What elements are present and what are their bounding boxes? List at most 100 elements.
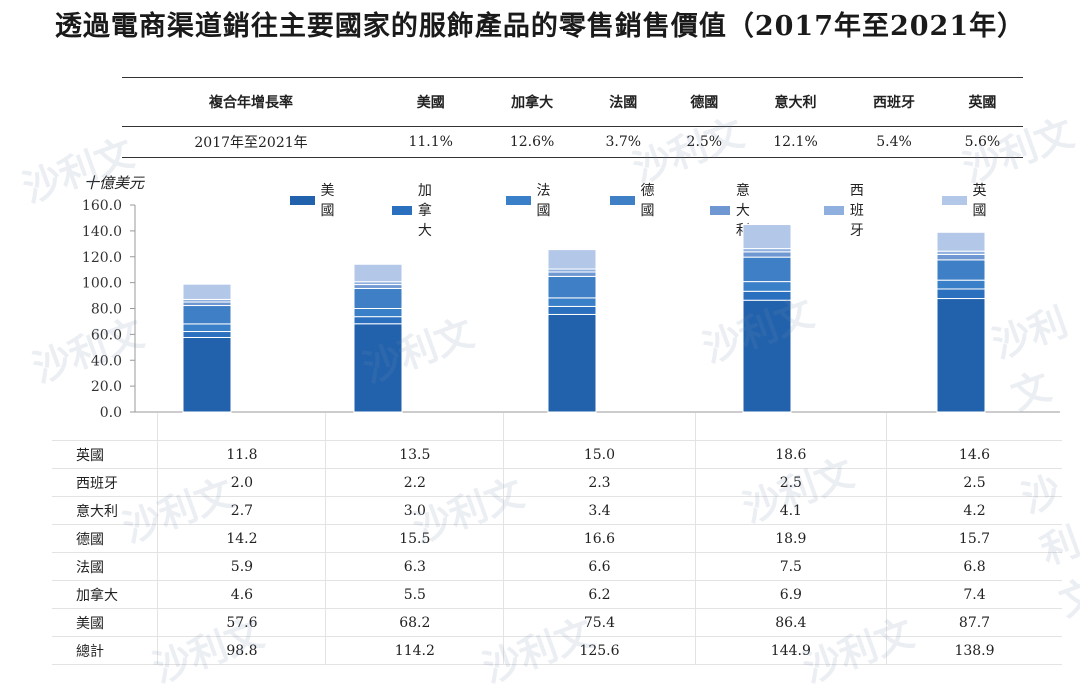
cagr-value-cell: 2017年至2021年 [122, 126, 381, 158]
bar-segment [936, 288, 986, 300]
table-cell: 68.2 [325, 608, 505, 637]
spacer-cell [503, 413, 696, 441]
y-tick-label: 80.0 [91, 302, 122, 318]
table-cell: 11.8 [157, 440, 327, 469]
table-cell: 7.4 [886, 580, 1062, 609]
cagr-header-cell: 法國 [582, 77, 664, 127]
cagr-header-cell: 英國 [941, 77, 1023, 127]
table-cell: 2.7 [157, 496, 327, 525]
row-label: 英國 [52, 440, 159, 469]
legend-label: 西班牙 [849, 183, 864, 239]
table-cell: 14.2 [157, 524, 327, 553]
cagr-header-cell: 意大利 [744, 77, 847, 127]
table-cell: 18.6 [695, 440, 888, 469]
cagr-value-cell: 3.7% [582, 126, 664, 158]
table-row: 美國 57.6 68.2 75.4 86.4 87.7 [52, 608, 1062, 637]
table-cell: 86.4 [695, 608, 888, 637]
legend-item: 加拿大 [392, 180, 444, 240]
cagr-header-cell: 西班牙 [846, 77, 942, 127]
table-row: 總計 98.8 114.2 125.6 144.9 138.9 [52, 636, 1062, 665]
table-cell: 114.2 [325, 636, 505, 665]
bar-segment [182, 323, 232, 333]
table-cell: 15.5 [325, 524, 505, 553]
legend-swatch [824, 205, 844, 215]
bar-segment [182, 331, 232, 338]
bar-segment [936, 279, 986, 290]
cagr-value-cell: 2.5% [663, 126, 745, 158]
legend-label: 法國 [536, 183, 551, 219]
row-label: 加拿大 [52, 580, 159, 609]
table-cell: 6.8 [886, 552, 1062, 581]
table-cell: 4.2 [886, 496, 1062, 525]
bar-segment [742, 299, 792, 413]
legend-swatch [506, 195, 531, 205]
bar-segment [936, 253, 986, 261]
legend-item: 西班牙 [824, 180, 876, 240]
bar-segment [742, 281, 792, 292]
y-tick-label: 60.0 [91, 327, 122, 343]
y-axis-unit-label: 十億美元 [84, 174, 145, 192]
legend-label: 英國 [972, 183, 987, 219]
data-table: 英國 11.8 13.5 15.0 18.6 14.6 西班牙 2.0 2.2 2.3 2.5 2.5… [52, 413, 1062, 665]
table-cell: 2.5 [886, 468, 1062, 497]
legend-item: 英國 [942, 180, 994, 220]
row-label: 意大利 [52, 496, 159, 525]
table-row: 法國 5.9 6.3 6.6 7.5 6.8 [52, 552, 1062, 581]
bar-segment [742, 224, 792, 250]
cagr-value-cell: 5.4% [846, 126, 942, 158]
legend-label: 美國 [320, 183, 335, 219]
bar-segment [547, 271, 597, 277]
legend-swatch [942, 195, 967, 205]
table-cell: 5.9 [157, 552, 327, 581]
row-label: 法國 [52, 552, 159, 581]
cagr-value-cell: 5.6% [941, 126, 1023, 158]
bar-segment [547, 275, 597, 299]
table-cell: 125.6 [503, 636, 696, 665]
bar-segment [353, 308, 403, 318]
y-tick-label: 120.0 [82, 250, 122, 266]
table-cell: 6.9 [695, 580, 888, 609]
legend-label: 德國 [640, 183, 655, 219]
legend-item: 法國 [506, 180, 558, 220]
bar-segment [353, 316, 403, 325]
table-cell: 3.4 [503, 496, 696, 525]
table-cell: 14.6 [886, 440, 1062, 469]
table-cell: 15.0 [503, 440, 696, 469]
cagr-header-cell: 德國 [663, 77, 745, 127]
table-row: 德國 14.2 15.5 16.6 18.9 15.7 [52, 524, 1062, 553]
cagr-header-cell: 複合年增長率 [122, 77, 381, 127]
cagr-table: 複合年增長率 美國 加拿大 法國 德國 意大利 西班牙 英國 2017年至2021年 11.1%… [122, 77, 1023, 158]
spacer-cell [157, 413, 327, 441]
cagr-header-cell: 加拿大 [481, 77, 583, 127]
y-tick-label: 140.0 [82, 224, 122, 240]
bar-segment [182, 305, 232, 325]
table-cell: 6.6 [503, 552, 696, 581]
spacer-cell [695, 413, 888, 441]
cagr-value-cell: 11.1% [380, 126, 482, 158]
bar-segment [353, 263, 403, 283]
row-label: 美國 [52, 608, 159, 637]
legend-label: 加拿大 [417, 183, 432, 239]
cagr-header-cell: 美國 [380, 77, 482, 127]
bar-segment [353, 284, 403, 289]
bar-segment [547, 305, 597, 315]
bar-segment [353, 323, 403, 413]
table-cell: 4.6 [157, 580, 327, 609]
bar-segment [353, 287, 403, 309]
y-tick-label: 100.0 [82, 276, 122, 292]
legend-item: 美國 [290, 180, 342, 220]
stacked-bar-chart: 0.020.040.060.080.0100.0120.0140.0160.02… [82, 198, 1060, 420]
table-cell: 2.3 [503, 468, 696, 497]
bar-segment [547, 313, 597, 413]
cagr-value-cell: 12.6% [481, 126, 583, 158]
bar-segment [936, 231, 986, 252]
table-row: 加拿大 4.6 5.5 6.2 6.9 7.4 [52, 580, 1062, 609]
table-cell: 144.9 [695, 636, 888, 665]
spacer-cell [52, 413, 159, 441]
row-label: 西班牙 [52, 468, 159, 497]
bar-segment [182, 301, 232, 307]
bar-segment [547, 249, 597, 270]
legend-swatch [610, 195, 635, 205]
y-tick-label: 160.0 [82, 198, 122, 214]
table-year-spacer-row [52, 413, 1062, 441]
